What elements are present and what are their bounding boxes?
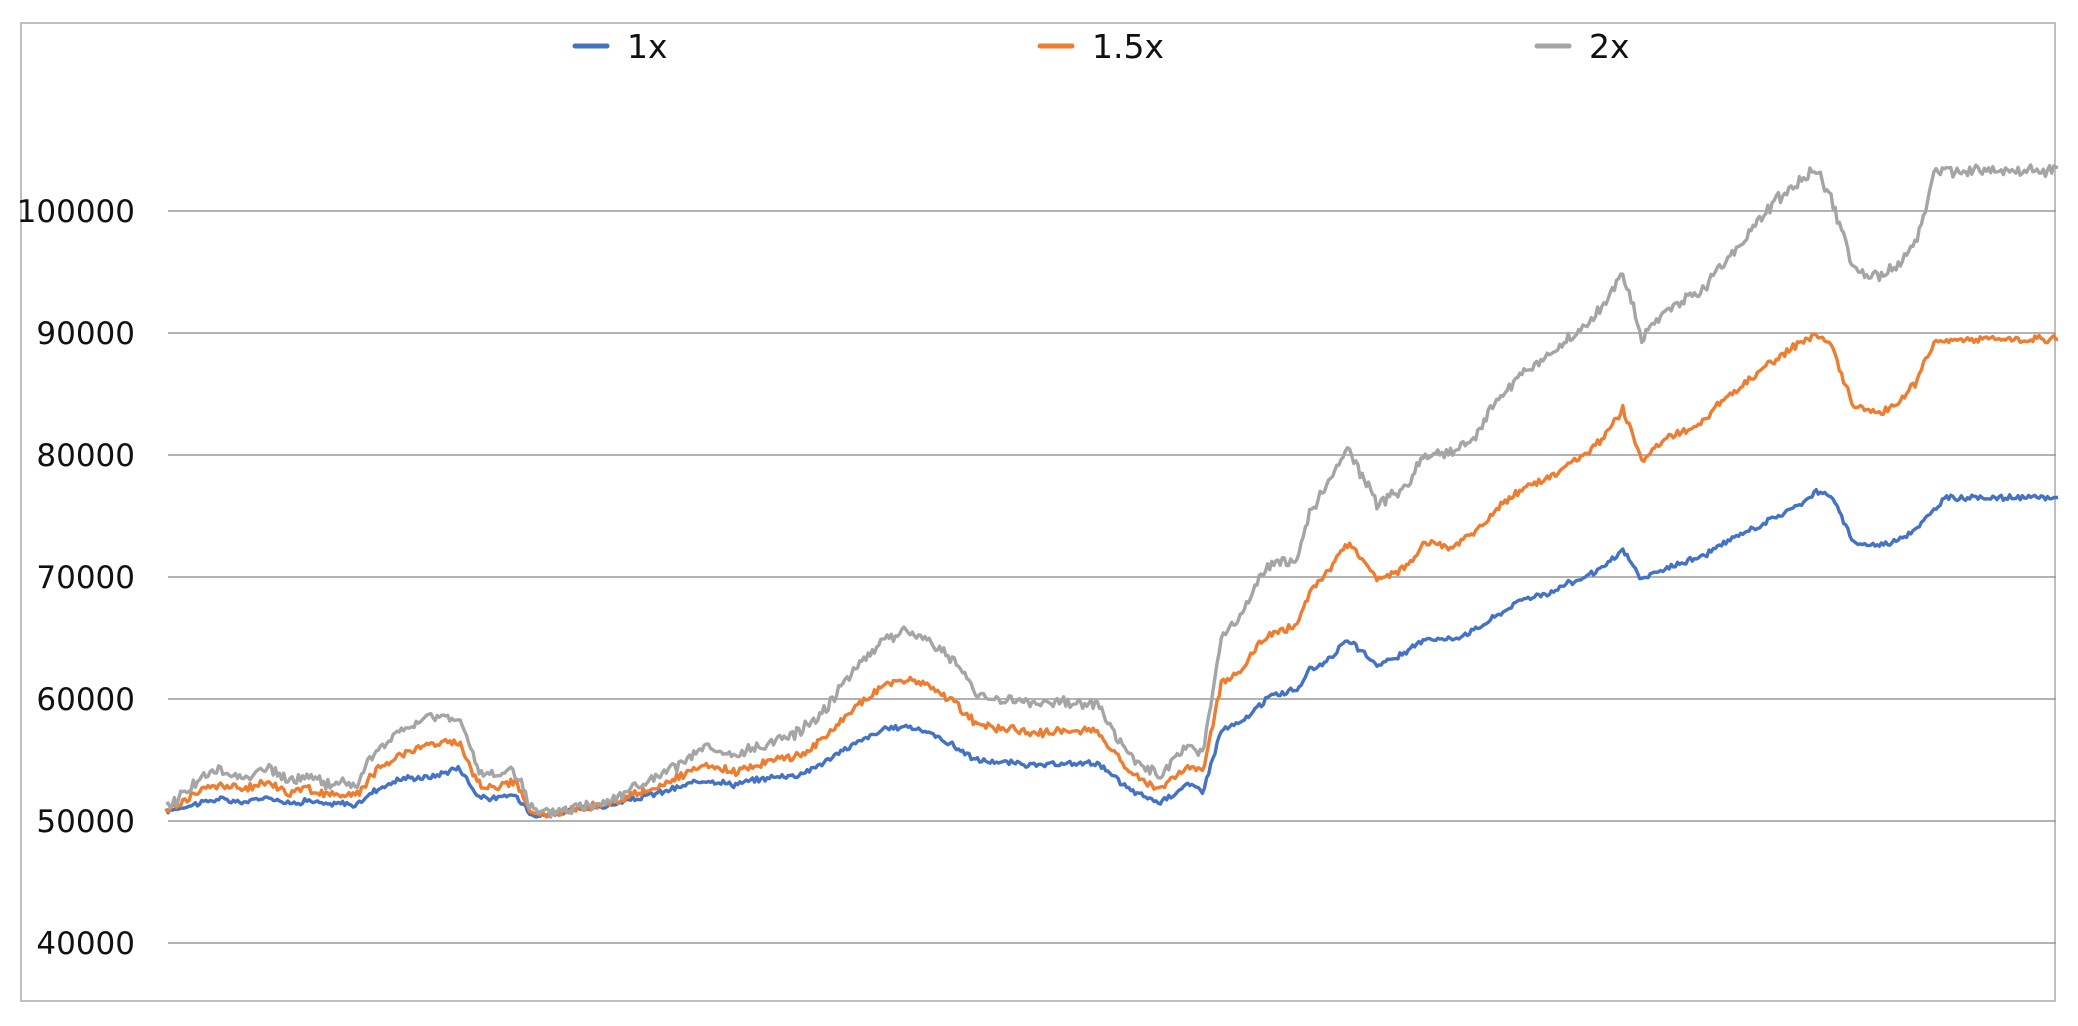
series-lines [164, 163, 2059, 819]
y-tick-label: 40000 [36, 926, 135, 962]
y-tick-label: 90000 [36, 316, 135, 352]
legend: 1x 1.5x 2x [572, 27, 1630, 66]
legend-item-1.5x: 1.5x [1037, 27, 1164, 66]
series-line-1.5x [164, 332, 2059, 819]
y-tick-label: 50000 [36, 804, 135, 840]
y-tick-label: 100000 [17, 194, 135, 230]
legend-label: 1.5x [1092, 27, 1164, 66]
legend-item-2x: 2x [1534, 27, 1630, 66]
legend-item-1x: 1x [572, 27, 668, 66]
y-tick-label: 60000 [36, 682, 135, 718]
y-axis-tick-labels: 40000 50000 60000 70000 80000 90000 100000 [17, 194, 135, 962]
legend-label: 1x [627, 27, 668, 66]
y-tick-label: 80000 [36, 438, 135, 474]
y-tick-label: 70000 [36, 560, 135, 596]
gridlines [168, 210, 2056, 944]
chart-frame [20, 22, 2056, 1002]
legend-label: 2x [1589, 27, 1630, 66]
series-line-1x [164, 488, 2059, 819]
series-line-2x [165, 163, 2059, 819]
